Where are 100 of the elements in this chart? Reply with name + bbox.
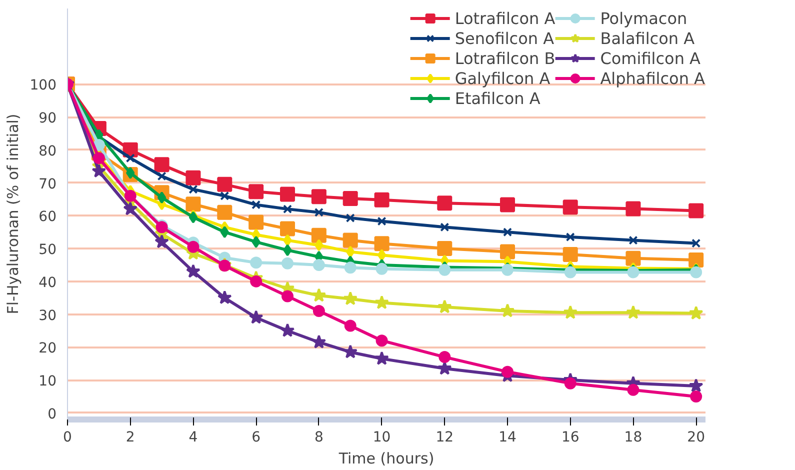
point [157, 172, 166, 181]
x-axis-title: Time (hours) [338, 450, 434, 468]
point [690, 266, 702, 278]
legend-label: Alphafilcon A [600, 68, 705, 88]
point [344, 320, 356, 332]
point [688, 252, 704, 268]
x-tick-label: 6 [252, 430, 261, 446]
point [312, 334, 326, 348]
point [500, 244, 515, 260]
point [690, 390, 702, 402]
point [374, 192, 390, 208]
point [344, 262, 356, 274]
point [248, 184, 264, 200]
point [377, 249, 386, 262]
point [220, 226, 229, 238]
point [220, 191, 230, 200]
x-tick-label: 0 [63, 430, 72, 446]
legend-label: Galyfilcon A [454, 68, 550, 88]
point [154, 157, 170, 172]
point [346, 213, 355, 222]
point [126, 166, 135, 179]
x-tick-label: 8 [314, 430, 324, 446]
point [377, 216, 386, 226]
point [438, 351, 451, 364]
point [688, 203, 704, 218]
point [282, 204, 292, 214]
point [250, 256, 262, 269]
y-tick-label: 20 [38, 340, 57, 357]
point [186, 264, 200, 278]
point [312, 288, 326, 302]
point [283, 244, 292, 256]
y-tick-label: 50 [38, 242, 57, 258]
point [250, 275, 262, 288]
point [252, 236, 260, 248]
point [282, 257, 294, 270]
point [562, 200, 578, 215]
y-tick-label: 80 [38, 143, 57, 160]
y-tick-label: 30 [38, 308, 57, 324]
x-tick-label: 12 [436, 430, 454, 446]
point [346, 246, 355, 258]
point [562, 246, 578, 262]
point [628, 236, 638, 245]
legend-label: Balafilcon A [600, 28, 695, 48]
point [374, 236, 390, 252]
point [314, 208, 324, 217]
point [312, 305, 325, 317]
legend-label: Comifilcon A [600, 48, 700, 68]
legend-label: Senofilcon A [454, 28, 554, 48]
point [564, 266, 576, 278]
point [502, 228, 512, 237]
legend-label: Polymacon [600, 8, 688, 28]
y-axis-title: Fl-Hyaluronan (% of initial) [4, 114, 22, 314]
x-tick-label: 20 [687, 430, 705, 446]
point [283, 234, 292, 246]
point [311, 228, 326, 243]
point [566, 232, 575, 242]
point [217, 290, 232, 304]
y-tick-label: 0 [48, 406, 57, 422]
point [280, 221, 295, 236]
point [157, 192, 166, 204]
point [376, 334, 388, 347]
point [688, 306, 704, 320]
point [437, 300, 452, 314]
point [154, 234, 169, 248]
point [626, 250, 641, 266]
y-tick-label: 60 [38, 209, 57, 226]
point [342, 232, 358, 248]
point [343, 291, 358, 306]
point [217, 176, 232, 192]
point [252, 200, 261, 210]
point [440, 222, 450, 232]
point [342, 191, 358, 206]
legend-label: Etafilcon A [454, 88, 540, 108]
point [563, 305, 578, 319]
point [374, 295, 389, 310]
point [280, 186, 295, 202]
point [126, 154, 135, 163]
point [343, 344, 358, 358]
point [500, 303, 515, 318]
point [188, 184, 198, 194]
point [186, 170, 201, 186]
y-tick-label: 90 [38, 110, 57, 127]
point [311, 189, 326, 204]
point [438, 264, 451, 276]
legend-label: Lotrafilcon B [454, 48, 556, 68]
point [437, 196, 452, 211]
point [217, 204, 232, 220]
point [248, 310, 264, 324]
point [374, 351, 389, 365]
point [626, 201, 641, 216]
y-tick-label: 10 [38, 374, 57, 390]
x-tick-label: 18 [624, 430, 642, 446]
x-tick-label: 2 [126, 430, 135, 446]
point [564, 377, 576, 390]
point [92, 164, 106, 178]
point [280, 323, 295, 337]
x-tick-label: 16 [561, 430, 580, 446]
point [627, 384, 640, 396]
x-tick-label: 4 [188, 430, 198, 446]
point [626, 305, 640, 319]
